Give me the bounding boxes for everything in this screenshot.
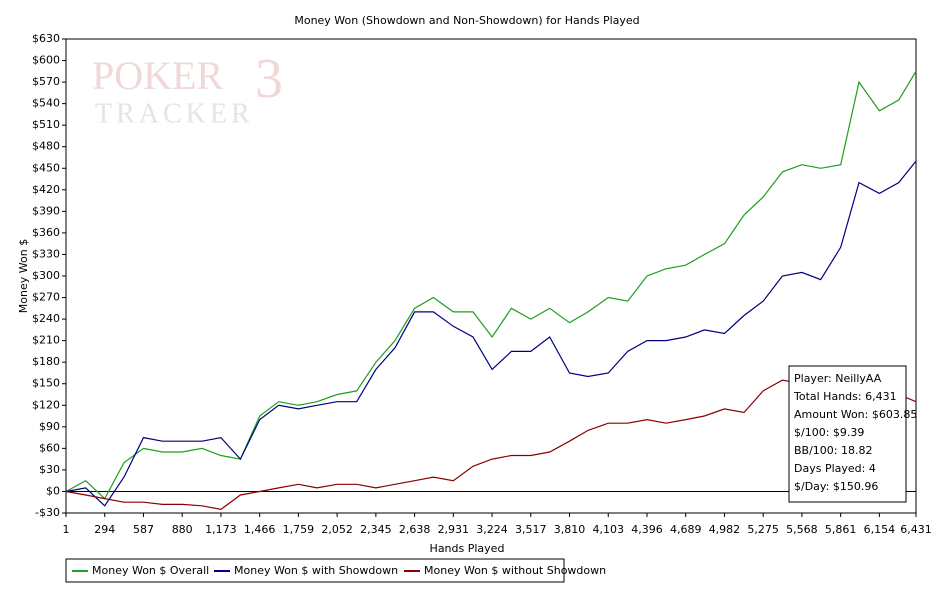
watermark: POKER bbox=[92, 53, 223, 98]
info-text: Total Hands: 6,431 bbox=[793, 390, 897, 403]
x-tick-label: 880 bbox=[172, 523, 193, 536]
y-tick-label: $360 bbox=[32, 226, 60, 239]
chart-title: Money Won (Showdown and Non-Showdown) fo… bbox=[294, 14, 639, 27]
x-tick-label: 4,982 bbox=[709, 523, 741, 536]
y-tick-label: $480 bbox=[32, 140, 60, 153]
y-tick-label: $210 bbox=[32, 334, 60, 347]
x-tick-label: 4,396 bbox=[631, 523, 663, 536]
x-tick-label: 3,224 bbox=[476, 523, 508, 536]
watermark: 3 bbox=[255, 48, 283, 110]
info-box bbox=[788, 365, 907, 503]
x-tick-label: 1,759 bbox=[283, 523, 315, 536]
y-tick-label: $0 bbox=[46, 484, 60, 497]
x-tick-label: 2,052 bbox=[321, 523, 353, 536]
y-tick-label: $330 bbox=[32, 247, 60, 260]
watermark: TRACKER bbox=[95, 98, 254, 129]
y-tick-label: $630 bbox=[32, 32, 60, 45]
y-tick-label: $600 bbox=[32, 54, 60, 67]
x-tick-label: 1,466 bbox=[244, 523, 276, 536]
series-line bbox=[65, 160, 917, 507]
y-tick-label: $540 bbox=[32, 97, 60, 110]
y-tick-label: $570 bbox=[32, 75, 60, 88]
y-tick-label: $300 bbox=[32, 269, 60, 282]
y-tick-label: $90 bbox=[39, 420, 60, 433]
y-tick-label: $450 bbox=[32, 161, 60, 174]
y-axis-label: Money Won $ bbox=[17, 239, 30, 313]
info-text: BB/100: 18.82 bbox=[794, 444, 873, 457]
x-tick-label: 2,638 bbox=[399, 523, 431, 536]
x-tick-label: 1,173 bbox=[205, 523, 237, 536]
x-tick-label: 5,568 bbox=[786, 523, 818, 536]
y-tick-label: $180 bbox=[32, 355, 60, 368]
x-tick-label: 2,345 bbox=[360, 523, 392, 536]
x-tick-label: 4,689 bbox=[670, 523, 702, 536]
y-tick-label: $270 bbox=[32, 291, 60, 304]
x-axis-label: Hands Played bbox=[430, 542, 505, 555]
y-tick-label: $510 bbox=[32, 118, 60, 131]
x-tick-label: 6,154 bbox=[864, 523, 896, 536]
x-tick-label: 5,861 bbox=[825, 523, 857, 536]
x-tick-label: 4,103 bbox=[593, 523, 625, 536]
y-tick-label: $60 bbox=[39, 441, 60, 454]
y-tick-label: $150 bbox=[32, 377, 60, 390]
y-tick-label: -$30 bbox=[35, 506, 60, 519]
info-text: Amount Won: $603.85 bbox=[794, 408, 917, 421]
legend bbox=[65, 558, 565, 583]
y-tick-label: $240 bbox=[32, 312, 60, 325]
x-tick-label: 1 bbox=[63, 523, 70, 536]
y-tick-label: $420 bbox=[32, 183, 60, 196]
series-line bbox=[65, 375, 917, 511]
legend-label: Money Won $ Overall bbox=[92, 564, 209, 577]
x-tick-label: 6,431 bbox=[900, 523, 932, 536]
y-tick-label: $390 bbox=[32, 204, 60, 217]
legend-label: Money Won $ without Showdown bbox=[424, 564, 606, 577]
x-tick-label: 3,810 bbox=[554, 523, 586, 536]
legend-label: Money Won $ with Showdown bbox=[234, 564, 398, 577]
y-tick-label: $30 bbox=[39, 463, 60, 476]
series-line bbox=[65, 70, 917, 500]
x-tick-label: 294 bbox=[94, 523, 115, 536]
info-text: Player: NeillyAA bbox=[794, 372, 882, 385]
x-tick-label: 3,517 bbox=[515, 523, 547, 536]
x-tick-label: 2,931 bbox=[438, 523, 470, 536]
x-tick-label: 5,275 bbox=[747, 523, 779, 536]
y-tick-label: $120 bbox=[32, 398, 60, 411]
info-text: $/100: $9.39 bbox=[794, 426, 864, 439]
x-tick-label: 587 bbox=[133, 523, 154, 536]
info-text: Days Played: 4 bbox=[794, 462, 876, 475]
info-text: $/Day: $150.96 bbox=[794, 480, 878, 493]
